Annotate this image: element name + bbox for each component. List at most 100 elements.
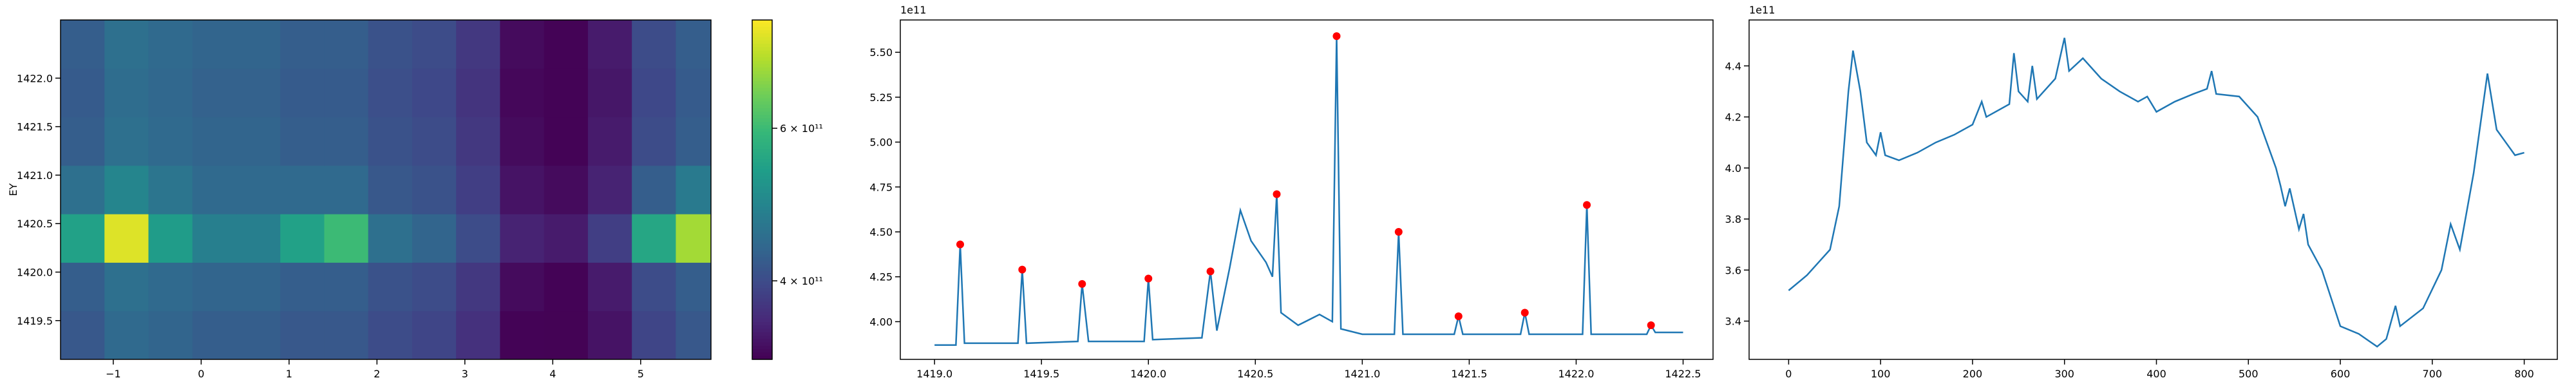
heatmap-cell — [104, 214, 149, 263]
colorbar-swatch — [752, 169, 772, 173]
heatmap-cell — [544, 262, 589, 312]
peak-marker — [1394, 228, 1403, 236]
heatmap-cell — [368, 117, 413, 166]
heatmap-cell — [324, 68, 369, 118]
heatmap-cell — [192, 310, 237, 359]
colorbar-swatch — [752, 115, 772, 119]
colorbar-swatch — [752, 166, 772, 170]
heatmap-cell — [236, 68, 281, 118]
heatmap-cell — [192, 165, 237, 214]
peak-marker — [1332, 32, 1341, 41]
y-tick-label: 1422.0 — [17, 72, 53, 84]
colorbar-swatch — [752, 332, 772, 336]
y-tick-label: 1419.5 — [17, 315, 53, 327]
colorbar-swatch — [752, 352, 772, 357]
colorbar-swatch — [752, 240, 772, 245]
colorbar-swatch — [752, 108, 772, 112]
heatmap-cell — [61, 20, 105, 69]
colorbar-swatch — [752, 43, 772, 48]
heatmap-cell — [544, 68, 589, 118]
heatmap-cell — [676, 262, 711, 312]
heatmap-cell — [61, 310, 105, 359]
heatmap-cell — [192, 20, 237, 69]
colorbar-swatch — [752, 125, 772, 129]
line — [934, 36, 1683, 346]
heatmap-cell — [676, 68, 711, 118]
offset-label: 1e11 — [1749, 4, 1775, 16]
heatmap-cell — [456, 165, 500, 214]
colorbar-swatch — [752, 57, 772, 61]
heatmap-cell — [544, 165, 589, 214]
x-tick-label: 100 — [1871, 368, 1891, 380]
heatmap-cell — [500, 68, 545, 118]
y-tick-label: 5.50 — [869, 46, 893, 59]
colorbar-swatch — [752, 278, 772, 282]
colorbar-swatch — [752, 67, 772, 71]
y-tick-label: 4.2 — [1725, 111, 1741, 124]
colorbar-swatch — [752, 288, 772, 292]
colorbar-swatch — [752, 159, 772, 163]
heatmap-cells — [61, 20, 711, 359]
peak-marker — [1520, 308, 1529, 317]
colorbar-swatch — [752, 291, 772, 296]
heatmap-cell — [632, 165, 676, 214]
colorbar-swatch — [752, 149, 772, 153]
colorbar-swatch — [752, 356, 772, 360]
heatmap-cell — [456, 310, 500, 359]
heatmap-cell — [456, 262, 500, 312]
heatmap-cell — [148, 310, 193, 359]
colorbar-swatch — [752, 193, 772, 197]
colorbar-swatch — [752, 298, 772, 303]
x-tick-label: 800 — [2514, 368, 2534, 380]
colorbar-swatch — [752, 128, 772, 133]
heatmap-cell — [676, 165, 711, 214]
colorbar-swatch — [752, 179, 772, 184]
colorbar-swatch — [752, 91, 772, 95]
axes-frame — [900, 19, 1714, 360]
heatmap-cell — [280, 117, 325, 166]
colorbar-swatch — [752, 77, 772, 82]
heatmap-cell — [456, 68, 500, 118]
heatmap-cell — [104, 165, 149, 214]
heatmap-cell — [61, 165, 105, 214]
heatmap-cell — [412, 165, 457, 214]
heatmap-cell — [500, 20, 545, 69]
heatmap-cell — [236, 214, 281, 263]
x-tick-label: 200 — [1963, 368, 1983, 380]
colorbar-swatch — [752, 84, 772, 88]
heatmap-cell — [280, 20, 325, 69]
peak-marker — [1078, 280, 1086, 288]
heatmap-cell — [412, 214, 457, 263]
colorbar-swatch — [752, 118, 772, 122]
heatmap-cell — [456, 117, 500, 166]
heatmap-cell — [368, 310, 413, 359]
y-tick-label: 4.50 — [869, 226, 893, 238]
x-tick-label: 1419.5 — [1023, 368, 1059, 380]
peak-marker — [1018, 265, 1027, 274]
heatmap-cell — [500, 214, 545, 263]
heatmap-cell — [412, 20, 457, 69]
x-tick-label: 0 — [198, 368, 204, 380]
heatmap-cell — [324, 165, 369, 214]
colorbar-swatch — [752, 315, 772, 319]
heatmap-cell — [676, 20, 711, 69]
heatmap-cell — [632, 68, 676, 118]
heatmap-cell — [587, 117, 632, 166]
x-tick-label: 400 — [2146, 368, 2166, 380]
heatmap-cell — [412, 310, 457, 359]
colorbar-swatch — [752, 247, 772, 251]
x-tick-label: 600 — [2331, 368, 2351, 380]
colorbar-swatch — [752, 135, 772, 140]
colorbar-swatch — [752, 227, 772, 231]
colorbar-swatch — [752, 318, 772, 323]
colorbar-swatch — [752, 257, 772, 261]
heatmap-cell — [324, 310, 369, 359]
colorbar-swatch — [752, 234, 772, 238]
heatmap-cell — [148, 165, 193, 214]
heatmap-cell — [500, 262, 545, 312]
heatmap-cell — [368, 262, 413, 312]
heatmap-cell — [456, 20, 500, 69]
colorbar-swatch — [752, 281, 772, 285]
colorbar-swatch — [752, 152, 772, 157]
colorbar-swatch — [752, 50, 772, 55]
